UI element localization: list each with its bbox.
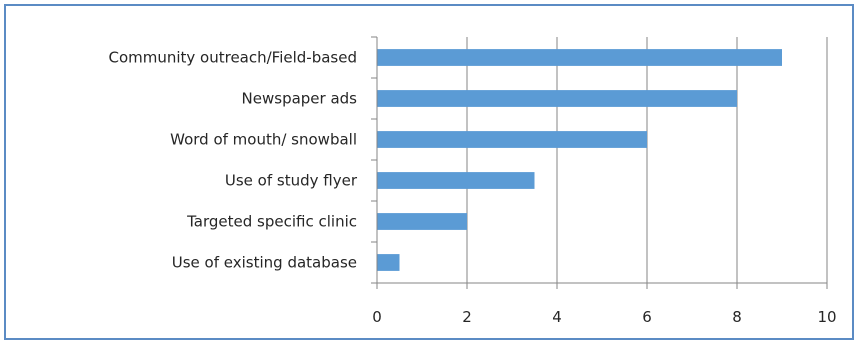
category-label: Newspaper ads — [242, 90, 358, 108]
bar — [377, 254, 400, 271]
x-tick-label: 8 — [732, 308, 742, 326]
bar — [377, 172, 535, 189]
x-tick-label: 0 — [372, 308, 382, 326]
bar — [377, 49, 782, 66]
x-tick-labels: 0 2 4 6 8 10 — [372, 308, 836, 326]
x-tick-label: 2 — [462, 308, 472, 326]
x-tick-label: 6 — [642, 308, 652, 326]
axes — [371, 36, 828, 289]
category-label: Community outreach/Field-based — [108, 49, 357, 67]
category-label: Word of mouth/ snowball — [170, 131, 357, 149]
category-label: Use of study flyer — [225, 172, 358, 190]
category-label: Use of existing database — [172, 254, 357, 272]
bar — [377, 213, 467, 230]
bars — [377, 49, 782, 271]
category-label: Targeted specific clinic — [186, 213, 357, 231]
bar — [377, 131, 647, 148]
gridlines — [466, 37, 828, 283]
bar — [377, 90, 737, 107]
x-tick-label: 4 — [552, 308, 562, 326]
x-tick-label: 10 — [817, 308, 836, 326]
category-labels: Community outreach/Field-based Newspaper … — [108, 49, 357, 272]
